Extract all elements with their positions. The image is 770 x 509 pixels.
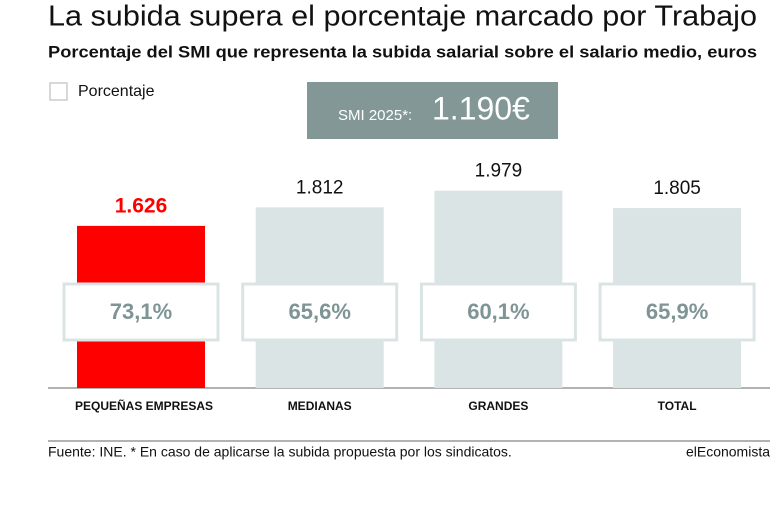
chart-title: La subida supera el porcentaje marcado p… bbox=[48, 1, 757, 33]
legend-label: Porcentaje bbox=[78, 83, 155, 100]
value-label: 1.979 bbox=[475, 161, 523, 182]
smi-value: 1.190€ bbox=[432, 90, 530, 126]
value-label: 1.812 bbox=[296, 177, 344, 198]
percentage-label: 65,9% bbox=[646, 299, 708, 324]
x-tick-label: GRANDES bbox=[468, 399, 528, 413]
x-tick-label: PEQUEÑAS EMPRESAS bbox=[75, 398, 213, 413]
value-label: 1.626 bbox=[115, 194, 168, 217]
x-tick-label: MEDIANAS bbox=[288, 399, 352, 413]
percentage-box bbox=[241, 282, 399, 342]
percentage-box bbox=[62, 282, 220, 342]
smi-label: SMI 2025*: bbox=[338, 107, 412, 124]
percentage-label: 60,1% bbox=[467, 299, 529, 324]
x-tick-label: TOTAL bbox=[658, 399, 697, 413]
percentage-label: 65,6% bbox=[289, 299, 351, 324]
percentage-box bbox=[419, 282, 577, 342]
source: Fuente: INE. * En caso de aplicarse la s… bbox=[48, 444, 512, 460]
percentage-label: 73,1% bbox=[110, 299, 172, 324]
value-label: 1.805 bbox=[653, 178, 701, 199]
percentage-box bbox=[598, 282, 756, 342]
legend-swatch bbox=[49, 82, 68, 101]
brand: elEconomista bbox=[686, 444, 770, 460]
smi-box bbox=[307, 82, 558, 139]
chart-subtitle: Porcentaje del SMI que representa la sub… bbox=[48, 42, 757, 61]
